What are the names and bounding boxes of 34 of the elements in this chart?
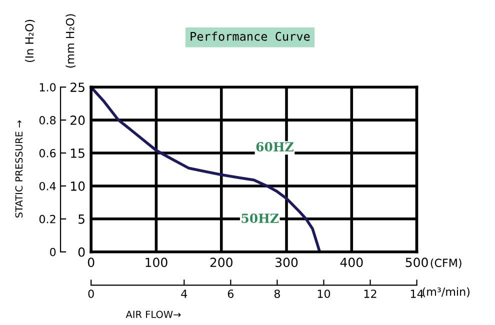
y2-tick-label: 0.4 bbox=[39, 182, 56, 190]
x2-tick-label: 12 bbox=[364, 290, 376, 298]
x-tick-label: 0 bbox=[88, 258, 94, 268]
x2-tick-label: 0 bbox=[88, 290, 94, 298]
y-tick-label: 25 bbox=[70, 82, 84, 92]
y-tick-label: 5 bbox=[78, 214, 84, 224]
annotation: 50HZ bbox=[242, 214, 279, 223]
x2-tick-label: 6 bbox=[228, 290, 234, 298]
x2-axis-title: (m³/min) bbox=[422, 287, 470, 298]
annotation: 60HZ bbox=[256, 142, 294, 152]
x2-tick-label: 4 bbox=[181, 290, 188, 298]
y-axis-title: (mm H₂O) bbox=[66, 14, 76, 68]
x-axis-title: (CFM) bbox=[430, 258, 462, 268]
x-tick-label: 400 bbox=[340, 258, 363, 268]
y-tick-label: 15 bbox=[70, 148, 84, 158]
y2-axis-title: (In H₂O) bbox=[24, 20, 35, 62]
x2-tick-label: 10 bbox=[318, 290, 330, 298]
y2-tick-label: 1.0 bbox=[40, 83, 56, 92]
y-tick-label: 20 bbox=[70, 116, 85, 125]
text: AIR FLOW→ bbox=[126, 310, 181, 318]
y2-tick-label: 0.2 bbox=[39, 214, 56, 224]
y-tick-label: 0 bbox=[78, 247, 85, 257]
text: STATIC PRESSURE → bbox=[15, 120, 23, 218]
x-tick-label: 100 bbox=[146, 258, 168, 268]
y2-tick-label: 0.6 bbox=[39, 148, 56, 158]
x2-tick-label: 8 bbox=[274, 290, 280, 298]
x2-tick-label: 14 bbox=[410, 290, 424, 298]
chart-title: Performance Curve bbox=[190, 32, 310, 41]
y2-tick-label: 0 bbox=[50, 248, 56, 256]
x-tick-label: 500 bbox=[406, 258, 428, 268]
y-tick-label: 10 bbox=[70, 181, 85, 191]
y2-tick-label: 0.8 bbox=[39, 116, 56, 124]
x-tick-label: 200 bbox=[210, 258, 232, 268]
x-tick-label: 300 bbox=[276, 258, 298, 268]
